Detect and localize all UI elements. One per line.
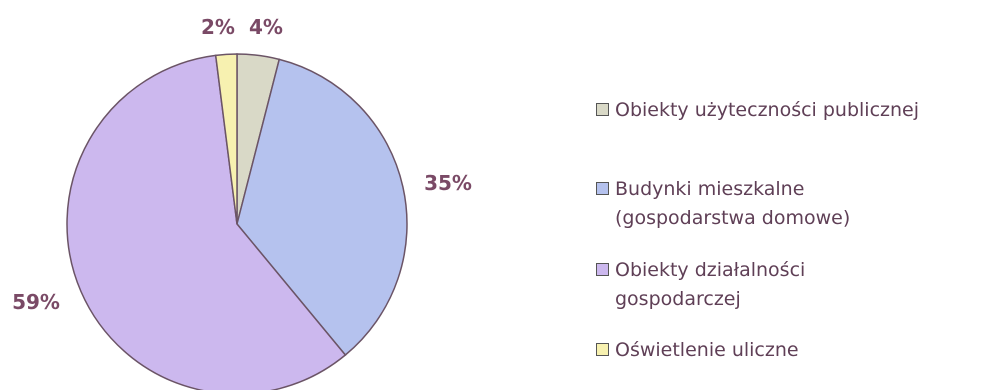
legend-swatch-street-lighting: [596, 343, 609, 356]
legend-swatch-residential: [596, 182, 609, 195]
legend-item-business: Obiekty działalności gospodarczej: [596, 256, 805, 314]
legend-label-street-lighting: Oświetlenie uliczne: [615, 339, 799, 361]
data-label-street-lighting: 2%: [201, 15, 235, 39]
pie-slice-street-lighting: [214, 53, 238, 225]
pie-chart: 4% 35% 59% 2%: [12, 15, 472, 390]
legend-item-residential: Budynki mieszkalne (gospodarstwa domowe): [596, 175, 850, 233]
legend-swatch-public-buildings: [596, 103, 609, 116]
legend-label-residential: Budynki mieszkalne (gospodarstwa domowe): [615, 178, 851, 229]
legend-swatch-business: [596, 263, 609, 276]
data-label-business: 59%: [12, 290, 60, 314]
legend-label-public-buildings: Obiekty użyteczności publicznej: [615, 99, 920, 121]
legend-item-public-buildings: Obiekty użyteczności publicznej: [596, 96, 919, 125]
data-label-public-buildings: 4%: [249, 15, 283, 39]
data-label-residential: 35%: [424, 171, 472, 195]
pie-slice-residential: [236, 58, 408, 357]
legend-label-business: Obiekty działalności gospodarczej: [615, 259, 806, 310]
legend-item-street-lighting: Oświetlenie uliczne: [596, 336, 799, 365]
pie-slice-business: [66, 54, 347, 390]
